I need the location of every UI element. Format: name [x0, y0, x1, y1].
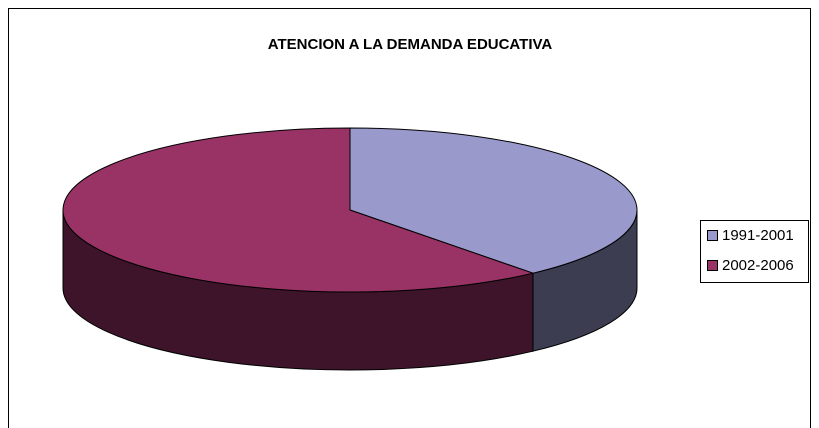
pie: [62, 127, 638, 371]
legend-label: 1991-2001: [722, 227, 794, 244]
pie-slice: [349, 127, 638, 274]
legend-box: [700, 220, 809, 283]
legend-swatch: [707, 260, 718, 271]
pie-slice: [62, 127, 535, 293]
legend-swatch: [707, 230, 718, 241]
legend-label: 2002-2006: [722, 257, 794, 274]
chart-title: ATENCION A LA DEMANDA EDUCATIVA: [268, 36, 553, 53]
